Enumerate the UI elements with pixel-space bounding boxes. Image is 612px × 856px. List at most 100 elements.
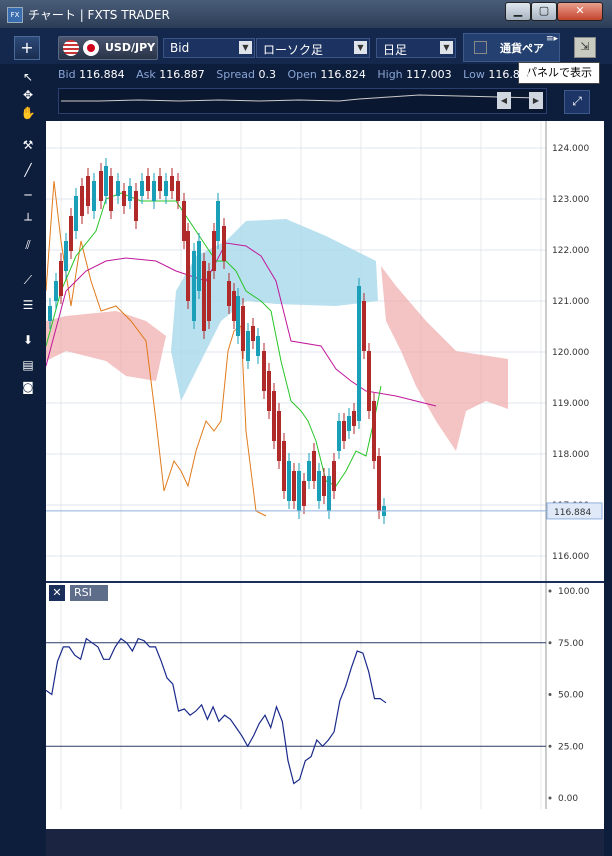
- line-icon[interactable]: ╱: [24, 163, 32, 177]
- candle-body: [186, 231, 190, 301]
- chart-navigator[interactable]: ◀ ▶: [58, 88, 547, 114]
- vertical-line-icon[interactable]: ┴: [24, 213, 32, 227]
- candle-body: [282, 441, 286, 491]
- rsi-line: [45, 637, 387, 785]
- list-lines-icon[interactable]: ☰: [22, 298, 34, 312]
- candle-body: [202, 261, 206, 331]
- price-type-select[interactable]: Bid ▼: [163, 38, 255, 58]
- drawing-toolbar: ↖ ✥ ✋ ⚒ ╱ ─ ┴ ⫽ ⟋ ☰ ⬇ ▤ ◙: [14, 66, 42, 856]
- candle-body: [251, 326, 255, 341]
- candle-body: [116, 181, 120, 196]
- candle-body: [158, 176, 162, 191]
- rsi-label: RSI: [70, 585, 108, 601]
- horizontal-line-icon[interactable]: ─: [24, 188, 32, 202]
- candle-body: [146, 176, 150, 191]
- symbol-label: USD/JPY: [105, 41, 156, 54]
- candle-body: [152, 181, 156, 201]
- chart-type-select[interactable]: ローソク足 ▼: [256, 38, 370, 58]
- candle-body: [54, 281, 58, 301]
- candle-body: [342, 421, 346, 441]
- rsi-tick-label: 50.00: [558, 691, 584, 701]
- camera-icon[interactable]: ◙: [22, 380, 34, 394]
- currency-pair-checkbox[interactable]: [474, 41, 487, 54]
- currency-pair-panel[interactable]: 通貨ペア: [463, 33, 560, 62]
- price-tick-label: 120.000: [552, 348, 589, 358]
- candle-body: [367, 351, 371, 411]
- candle-body: [332, 461, 336, 491]
- price-tick-label: 123.000: [552, 195, 589, 205]
- rsi-tick: [548, 641, 552, 645]
- price-tick-label: 121.000: [552, 297, 589, 307]
- candle-body: [322, 476, 326, 496]
- fibonacci-icon[interactable]: ⟋: [23, 273, 33, 287]
- navigator-sparkline: [61, 94, 540, 102]
- ask-value: 116.887: [159, 68, 205, 81]
- navigator-right-arrow[interactable]: ▶: [529, 92, 543, 109]
- candle-body: [216, 201, 220, 241]
- zoom-icon[interactable]: ⤢: [564, 90, 590, 114]
- candle-body: [74, 196, 78, 231]
- rsi-tick: [548, 796, 552, 800]
- candle-body: [292, 471, 296, 501]
- candle-body: [236, 296, 240, 336]
- dock-panel-icon[interactable]: ⇲: [574, 37, 596, 58]
- candle-body: [297, 471, 301, 511]
- close-rsi-icon[interactable]: ✕: [49, 585, 65, 601]
- chart-area[interactable]: 124.000 123.000 122.000 121.000 120.000 119.0…: [45, 121, 604, 829]
- us-flag-icon: [63, 40, 79, 56]
- add-chart-button[interactable]: +: [14, 36, 40, 60]
- crosshair-icon[interactable]: ✥: [22, 88, 34, 102]
- candle-body: [80, 186, 84, 216]
- candle-body: [99, 171, 103, 201]
- cursor-icon[interactable]: ↖: [22, 70, 34, 84]
- candle-body: [232, 291, 236, 321]
- candle-body: [246, 331, 250, 361]
- app-logo-icon: FX: [7, 7, 23, 23]
- bid-value: 116.884: [79, 68, 125, 81]
- candle-body: [69, 216, 73, 251]
- candle-body: [372, 401, 376, 461]
- navigator-left-arrow[interactable]: ◀: [497, 92, 511, 109]
- chevron-down-icon: ▼: [239, 41, 252, 54]
- hand-icon[interactable]: ✋: [20, 106, 36, 120]
- current-price-label: 116.884: [554, 508, 591, 518]
- candle-body: [86, 176, 90, 206]
- spread-value: 0.3: [258, 68, 276, 81]
- candle-body: [122, 191, 126, 206]
- price-tick-label: 122.000: [552, 246, 589, 256]
- high-value: 117.003: [406, 68, 452, 81]
- cloud-red: [381, 266, 508, 451]
- close-button[interactable]: ✕: [557, 2, 603, 21]
- rsi-tick-label: 0.00: [558, 794, 578, 804]
- cloud-red: [46, 311, 166, 381]
- maximize-button[interactable]: ▢: [531, 2, 557, 21]
- panel-menu-icon[interactable]: ≡▸: [546, 34, 559, 44]
- timeframe-select[interactable]: 日足 ▼: [376, 38, 456, 58]
- candle-body: [128, 186, 132, 201]
- candle-body: [134, 191, 138, 221]
- chevron-down-icon: ▼: [354, 41, 367, 54]
- tooltip: パネルで表示: [518, 62, 600, 84]
- price-tick-label: 119.000: [552, 399, 589, 409]
- symbol-button[interactable]: USD/JPY: [58, 36, 158, 60]
- candle-body: [207, 271, 211, 321]
- candle-body: [302, 481, 306, 506]
- candle-body: [377, 456, 381, 511]
- candle-body: [192, 251, 196, 321]
- rsi-tick: [548, 693, 552, 696]
- candle-body: [182, 201, 186, 241]
- open-value: 116.824: [320, 68, 366, 81]
- candle-body: [227, 281, 231, 306]
- candle-body: [222, 226, 226, 261]
- channel-icon[interactable]: ⫽: [25, 238, 31, 252]
- quote-bar: Bid 116.884 Ask 116.887 Spread 0.3 Open …: [58, 68, 534, 81]
- delete-icon[interactable]: ⬇: [22, 333, 34, 347]
- candle-body: [241, 306, 245, 351]
- list-icon[interactable]: ▤: [22, 358, 34, 372]
- candle-body: [212, 231, 216, 271]
- chevron-down-icon: ▼: [440, 41, 453, 54]
- rsi-tick-label: 75.00: [558, 639, 584, 649]
- minimize-button[interactable]: ▁: [505, 2, 531, 21]
- hammer-icon[interactable]: ⚒: [22, 138, 34, 152]
- candle-body: [176, 181, 180, 201]
